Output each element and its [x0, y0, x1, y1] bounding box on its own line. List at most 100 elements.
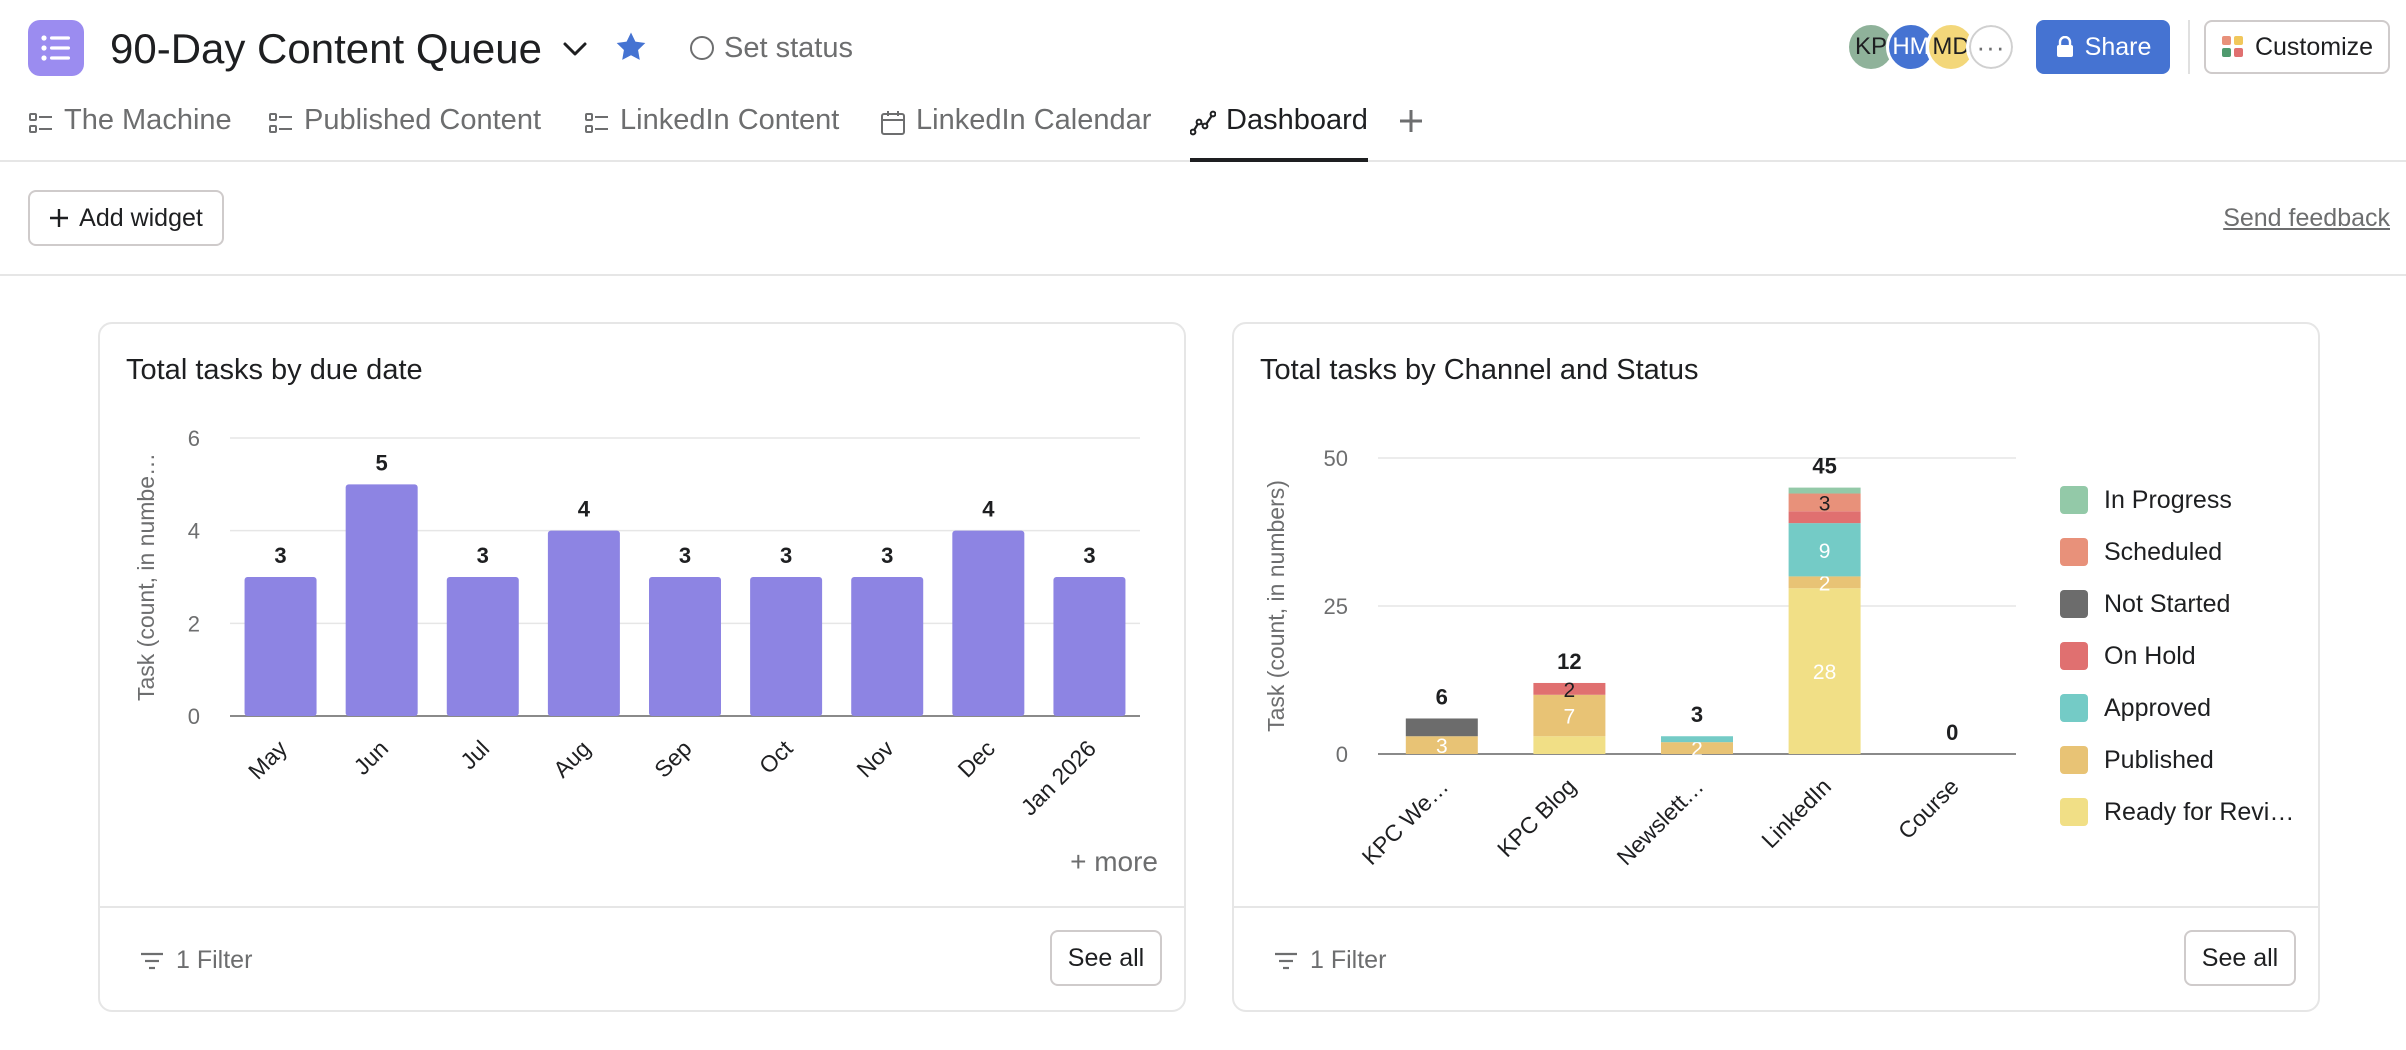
legend-label: On Hold: [2104, 641, 2196, 670]
more-categories-link[interactable]: + more: [1070, 846, 1158, 877]
bar: [649, 577, 721, 716]
legend-item: Scheduled: [2060, 526, 2294, 578]
bar-total-label: 3: [1691, 702, 1703, 727]
bar: [851, 577, 924, 716]
x-tick-label: Newslett…: [1612, 773, 1709, 870]
legend-item: Ready for Revi…: [2060, 786, 2294, 838]
widget-footer: 1 Filter See all: [1234, 906, 2318, 1012]
star-icon[interactable]: [612, 28, 650, 66]
tab-linkedin-content[interactable]: LinkedIn Content: [584, 96, 839, 162]
tab-dashboard[interactable]: Dashboard: [1190, 96, 1368, 162]
bar-total-label: 12: [1557, 649, 1581, 674]
bar-value-label: 4: [578, 497, 591, 522]
avatar-initials: KP: [1854, 33, 1887, 60]
widget-title: Total tasks by Channel and Status: [1260, 354, 1699, 386]
legend-item: Not Started: [2060, 578, 2294, 630]
filter-button[interactable]: 1 Filter: [1274, 946, 1386, 975]
legend-swatch: [2060, 746, 2088, 774]
chevron-down-icon[interactable]: [558, 32, 592, 66]
see-all-button[interactable]: See all: [1050, 930, 1162, 986]
share-button[interactable]: Share: [2036, 20, 2170, 74]
legend-label: Ready for Revi…: [2104, 797, 2295, 826]
bar: [244, 577, 317, 716]
bar-segment: [1788, 588, 1861, 754]
send-feedback-link[interactable]: Send feedback: [2223, 204, 2390, 232]
segment-value-label: 7: [1564, 706, 1576, 729]
add-tab-button[interactable]: [1394, 104, 1428, 138]
x-tick-label: LinkedIn: [1756, 773, 1836, 853]
y-axis-label: Task (count, in numbe…: [133, 453, 159, 701]
bar-value-label: 5: [376, 450, 388, 475]
project-tabs: The Machine Published Content LinkedIn C…: [0, 96, 2406, 162]
bar: [345, 484, 418, 716]
legend-swatch: [2060, 486, 2088, 514]
add-widget-button[interactable]: Add widget: [28, 190, 224, 246]
legend-item: In Progress: [2060, 474, 2294, 526]
x-tick-label: May: [243, 735, 292, 784]
bar-segment: [1533, 694, 1606, 737]
x-tick-label: KPC Blog: [1492, 773, 1581, 862]
legend-item: Published: [2060, 734, 2294, 786]
bar-value-label: 3: [679, 543, 691, 568]
dashboard-canvas: Total tasks by due date 0 2 4 6 3 May 5 Jun 3 Jul…: [0, 278, 2406, 1050]
bar-value-label: 4: [982, 497, 995, 522]
share-label: Share: [2084, 32, 2152, 61]
member-avatars[interactable]: KP HM MD ···: [1846, 22, 2016, 72]
set-status-button[interactable]: Set status: [690, 28, 853, 68]
y-tick-label: 4: [188, 519, 200, 544]
bar-segment: [1533, 682, 1606, 695]
bar-total-label: 6: [1436, 684, 1448, 709]
legend-label: Published: [2104, 745, 2214, 774]
filter-button[interactable]: 1 Filter: [140, 946, 252, 975]
segment-value-label: 9: [1819, 540, 1831, 563]
see-all-button[interactable]: See all: [2184, 930, 2296, 986]
y-tick-label: 50: [1324, 446, 1348, 471]
x-tick-label: Course: [1893, 773, 1964, 844]
tab-linkedin-calendar[interactable]: LinkedIn Calendar: [880, 96, 1151, 162]
segment-value-label: 2: [1564, 679, 1576, 702]
dashboard-icon: [1190, 110, 1216, 136]
more-members-button[interactable]: ···: [1966, 22, 2016, 72]
due-date-bar-chart: 0 2 4 6 3 May 5 Jun 3 Jul 4 Aug 3 Sep 3 Oct 3 Nov 4 Dec 3 Jan…: [133, 426, 1140, 820]
legend-label: Approved: [2104, 693, 2212, 722]
y-tick-label: 0: [188, 704, 200, 729]
segment-value-label: 2: [1819, 572, 1831, 595]
bar-value-label: 3: [477, 543, 489, 568]
y-tick-label: 0: [1336, 742, 1348, 767]
filter-icon: [141, 952, 163, 969]
x-tick-label: Jan 2026: [1016, 735, 1101, 820]
lock-icon: [2056, 36, 2073, 57]
chart-legend: In Progress Scheduled Not Started On Hold Ap…: [2060, 474, 2294, 838]
filter-label: 1 Filter: [176, 946, 253, 974]
tab-published-content[interactable]: Published Content: [268, 96, 541, 162]
set-status-label: Set status: [724, 31, 853, 64]
dashboard-toolbar: Add widget Send feedback: [0, 164, 2406, 276]
bar-segment: [1788, 493, 1861, 512]
calendar-icon: [881, 111, 905, 135]
customize-grid-icon: [2221, 36, 2243, 57]
legend-swatch: [2060, 694, 2088, 722]
legend-label: Scheduled: [2104, 537, 2223, 566]
list-icon: [269, 113, 292, 133]
customize-button[interactable]: Customize: [2204, 20, 2390, 74]
legend-label: Not Started: [2104, 589, 2231, 618]
legend-swatch: [2060, 798, 2088, 826]
bar: [952, 530, 1025, 716]
y-axis-label: Task (count, in numbers): [1263, 480, 1289, 732]
segment-value-label: 28: [1813, 661, 1836, 684]
tab-label: Published Content: [304, 104, 541, 136]
bar: [446, 577, 519, 716]
tab-the-machine[interactable]: The Machine: [28, 96, 232, 162]
tab-label: LinkedIn Content: [620, 104, 840, 136]
widget-tasks-by-channel-status: Total tasks by Channel and Status 0 25 50 3…: [1232, 322, 2320, 1012]
bar-segment: [1788, 511, 1861, 524]
x-tick-label: KPC We…: [1357, 773, 1454, 870]
project-list-icon[interactable]: [28, 20, 84, 76]
x-tick-label: Jul: [455, 735, 494, 774]
bar-total-label: 0: [1946, 720, 1958, 745]
tab-label: LinkedIn Calendar: [916, 104, 1152, 136]
widget-title: Total tasks by due date: [126, 354, 423, 386]
bar-segment: [1788, 487, 1861, 494]
legend-swatch: [2060, 538, 2088, 566]
bar-segment: [1533, 736, 1606, 754]
